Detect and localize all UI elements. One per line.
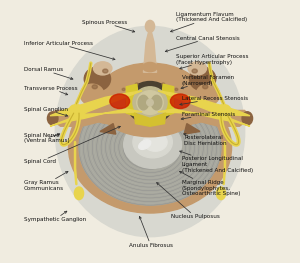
Ellipse shape bbox=[68, 82, 232, 213]
Ellipse shape bbox=[79, 89, 221, 205]
Ellipse shape bbox=[122, 88, 125, 91]
Ellipse shape bbox=[69, 105, 84, 116]
Ellipse shape bbox=[87, 72, 92, 76]
Polygon shape bbox=[126, 84, 140, 116]
Ellipse shape bbox=[188, 62, 206, 75]
Polygon shape bbox=[184, 124, 200, 134]
Text: Marginal Ridge
(Spondylophytes,
Osteoarthritic Spine): Marginal Ridge (Spondylophytes, Osteoart… bbox=[179, 171, 240, 196]
Ellipse shape bbox=[137, 91, 163, 114]
Ellipse shape bbox=[139, 140, 151, 149]
Text: Dorsal Ramus: Dorsal Ramus bbox=[24, 67, 73, 79]
Ellipse shape bbox=[175, 88, 178, 91]
Ellipse shape bbox=[92, 85, 98, 89]
Ellipse shape bbox=[74, 187, 84, 200]
Ellipse shape bbox=[126, 82, 174, 124]
Text: Gray Ramus
Communicans: Gray Ramus Communicans bbox=[24, 171, 68, 191]
Ellipse shape bbox=[55, 26, 245, 237]
Polygon shape bbox=[143, 26, 157, 72]
Ellipse shape bbox=[110, 94, 130, 108]
Polygon shape bbox=[197, 110, 250, 126]
Ellipse shape bbox=[135, 83, 138, 85]
Ellipse shape bbox=[195, 77, 200, 81]
Ellipse shape bbox=[162, 83, 165, 85]
Polygon shape bbox=[50, 110, 103, 126]
Ellipse shape bbox=[133, 87, 167, 118]
Ellipse shape bbox=[95, 63, 205, 137]
Text: Sympathetic Ganglion: Sympathetic Ganglion bbox=[24, 211, 86, 222]
Text: Spinal Ganglion: Spinal Ganglion bbox=[24, 107, 68, 116]
Text: Spinous Process: Spinous Process bbox=[82, 20, 135, 32]
Ellipse shape bbox=[94, 62, 112, 75]
Ellipse shape bbox=[202, 85, 208, 89]
Ellipse shape bbox=[84, 67, 110, 91]
Ellipse shape bbox=[47, 112, 58, 125]
Ellipse shape bbox=[151, 95, 162, 110]
Text: Spinal Cord: Spinal Cord bbox=[24, 126, 120, 164]
Ellipse shape bbox=[192, 69, 197, 73]
Text: Posterolateral
Disc Herniation: Posterolateral Disc Herniation bbox=[184, 134, 227, 146]
Ellipse shape bbox=[109, 99, 112, 101]
Ellipse shape bbox=[100, 77, 105, 81]
Text: Nucleus Pulposus: Nucleus Pulposus bbox=[157, 183, 220, 220]
Ellipse shape bbox=[103, 69, 108, 73]
Text: Spinal Nerve
(Ventral Ramus): Spinal Nerve (Ventral Ramus) bbox=[24, 133, 69, 144]
Ellipse shape bbox=[143, 63, 157, 72]
Polygon shape bbox=[160, 84, 174, 116]
Ellipse shape bbox=[146, 21, 154, 32]
Ellipse shape bbox=[175, 97, 209, 124]
Text: Anulus Fibrosus: Anulus Fibrosus bbox=[129, 216, 173, 249]
Polygon shape bbox=[134, 113, 166, 126]
Polygon shape bbox=[50, 91, 142, 126]
Ellipse shape bbox=[196, 84, 220, 105]
Ellipse shape bbox=[242, 112, 253, 125]
Text: Superior Articular Process
(Facet Hypertrophy): Superior Articular Process (Facet Hypert… bbox=[176, 54, 249, 69]
Text: Foraminal Stenosis: Foraminal Stenosis bbox=[181, 112, 235, 120]
Text: Transverse Process: Transverse Process bbox=[24, 85, 77, 95]
Ellipse shape bbox=[216, 187, 226, 200]
Ellipse shape bbox=[143, 133, 167, 151]
Ellipse shape bbox=[170, 94, 190, 108]
Ellipse shape bbox=[133, 126, 172, 158]
Polygon shape bbox=[158, 91, 250, 126]
Ellipse shape bbox=[188, 99, 191, 101]
Ellipse shape bbox=[190, 67, 216, 91]
Text: Ligamentum Flavum
(Thickened And Calcified): Ligamentum Flavum (Thickened And Calcifi… bbox=[170, 12, 248, 32]
Ellipse shape bbox=[138, 95, 149, 110]
Polygon shape bbox=[100, 124, 116, 134]
Ellipse shape bbox=[208, 72, 213, 76]
Text: Posterior Longitudinal
Ligament
(Thickened And Calcified): Posterior Longitudinal Ligament (Thicken… bbox=[180, 151, 253, 173]
Ellipse shape bbox=[147, 99, 153, 106]
Ellipse shape bbox=[124, 121, 182, 168]
Ellipse shape bbox=[216, 105, 231, 116]
Ellipse shape bbox=[80, 84, 104, 105]
Text: Vertebral Foramen
(Narrowed): Vertebral Foramen (Narrowed) bbox=[181, 75, 234, 89]
Text: Inferior Articular Process: Inferior Articular Process bbox=[24, 41, 115, 60]
Text: Lateral Recess Stenosis: Lateral Recess Stenosis bbox=[180, 96, 248, 105]
Text: Central Canal Stenosis: Central Canal Stenosis bbox=[165, 36, 240, 52]
Ellipse shape bbox=[91, 97, 125, 124]
